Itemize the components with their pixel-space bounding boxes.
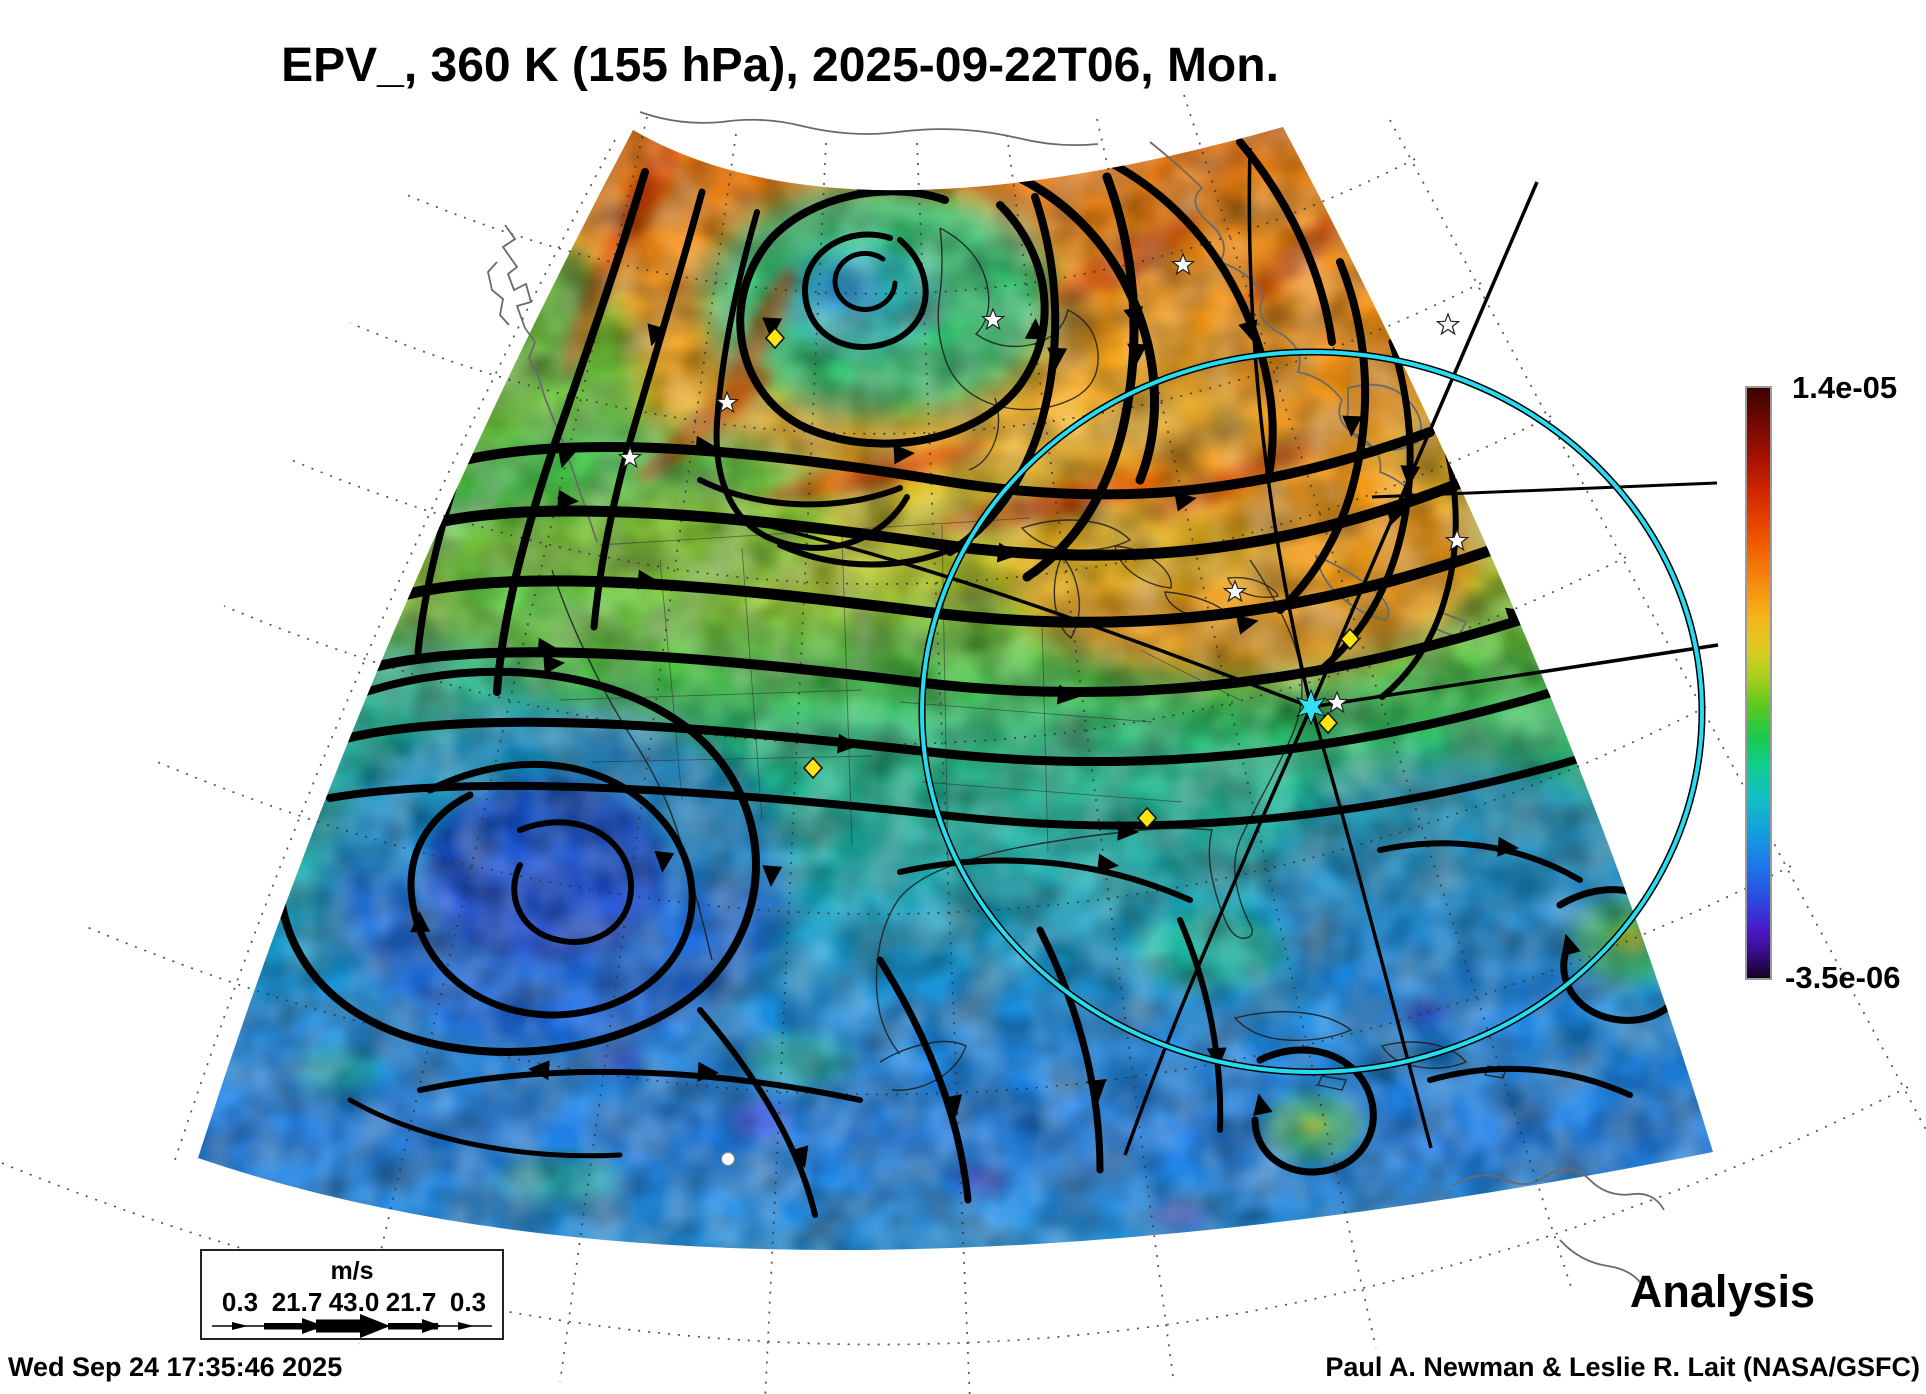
streamlines-layer (275, 138, 1707, 1218)
wind-legend-tick: 0.3 (449, 1287, 487, 1317)
colorbar-min-label: -3.5e-06 (1785, 960, 1901, 995)
azimuth-lines (762, 147, 1719, 1156)
wind-legend-tick: 21.7 (385, 1287, 437, 1317)
footer-credit: Paul A. Newman & Leslie R. Lait (NASA/GS… (1325, 1352, 1920, 1382)
wind-legend-tick: 21.7 (271, 1287, 323, 1317)
status-badge: Analysis (1629, 1266, 1815, 1317)
colorbar-max-label: 1.4e-05 (1792, 370, 1898, 405)
white-dot-marker (720, 1151, 736, 1167)
footer-timestamp: Wed Sep 24 17:35:46 2025 (8, 1352, 343, 1382)
page-title: EPV_, 360 K (155 hPa), 2025-09-22T06, Mo… (281, 39, 1279, 92)
wind-legend-unit: m/s (330, 1257, 374, 1285)
wind-legend-tick: 0.3 (221, 1287, 259, 1317)
wind-speed-legend: m/s 0.3 21.7 43.0 21.7 0.3 (200, 1249, 504, 1340)
wind-legend-arrow-icon (212, 1314, 492, 1338)
station-marker-icon (1295, 688, 1327, 726)
colorbar (1745, 386, 1772, 980)
range-ring (918, 348, 1706, 1076)
wind-legend-tick: 43.0 (328, 1287, 380, 1317)
